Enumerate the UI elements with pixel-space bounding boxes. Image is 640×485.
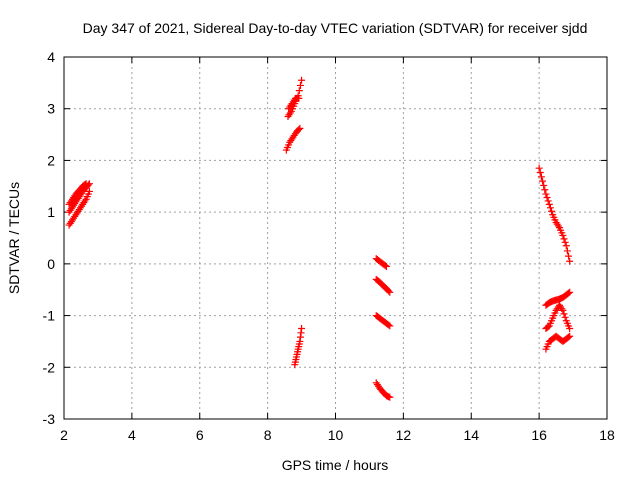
data-point-marker [540, 181, 548, 189]
data-point-marker [563, 247, 571, 255]
data-point-marker [560, 310, 568, 318]
plot-frame [63, 56, 608, 420]
x-tick-label: 10 [328, 427, 344, 443]
data-point-marker [385, 287, 393, 295]
data-point-marker [541, 186, 549, 194]
data-point-marker [559, 306, 567, 314]
x-tick-label: 16 [531, 427, 547, 443]
data-point-marker [381, 262, 389, 270]
series-arc-midday-2 [372, 275, 394, 296]
data-point-marker [81, 197, 89, 205]
series-arc-morning-3 [285, 94, 303, 113]
data-point-marker [566, 325, 574, 332]
x-tick-label: 12 [396, 427, 412, 443]
data-point-marker [295, 126, 303, 134]
data-point-marker [548, 207, 556, 215]
data-point-marker [296, 81, 304, 89]
data-point-marker [85, 187, 93, 195]
data-point-marker [565, 333, 573, 341]
data-point-marker [386, 288, 394, 296]
x-tick-label: 6 [196, 427, 204, 443]
data-point-marker [561, 238, 569, 246]
y-tick-label: 1 [47, 204, 55, 220]
data-point-marker [385, 321, 393, 329]
y-tick-label: -3 [43, 411, 56, 427]
data-point-marker [382, 262, 390, 270]
data-point-marker [537, 173, 545, 181]
data-point-marker [566, 257, 574, 265]
data-point-marker [386, 322, 394, 330]
series-arc-morning-1 [282, 124, 304, 154]
data-point-marker [566, 332, 574, 340]
data-point-marker [386, 393, 394, 401]
y-tick-label: 3 [47, 101, 55, 117]
data-point-marker [286, 109, 294, 117]
y-tick-label: -2 [43, 359, 56, 375]
data-point-marker [298, 76, 306, 84]
data-point-marker [543, 193, 551, 201]
x-tick-label: 2 [60, 427, 68, 443]
data-point-marker [544, 197, 552, 205]
x-tick-label: 4 [128, 427, 136, 443]
series-arc-evening-2 [542, 288, 574, 309]
series-arc-evening-4 [542, 332, 574, 353]
data-point-marker [562, 242, 570, 250]
data-point-marker [298, 325, 306, 332]
chart-title: Day 347 of 2021, Sidereal Day-to-day VTE… [83, 20, 588, 36]
data-point-marker [296, 124, 304, 132]
data-point-marker [565, 252, 573, 260]
data-point-marker [542, 190, 550, 198]
data-point-marker [565, 289, 573, 297]
data-point-marker [535, 164, 543, 172]
series-arc-midday-3 [372, 312, 394, 330]
series-arc-midday-1 [372, 255, 390, 270]
data-point-marker [554, 222, 562, 230]
series-arc-evening-1 [535, 164, 574, 265]
y-axis-label: SDTVAR / TECUs [6, 182, 22, 294]
series-arc-morning-4 [291, 325, 306, 369]
data-point-marker [82, 180, 90, 188]
series-arc-midday-4 [372, 379, 394, 401]
data-point-marker [295, 87, 303, 95]
data-point-marker [560, 235, 568, 243]
data-point-marker [559, 231, 567, 239]
y-tick-label: -1 [43, 308, 56, 324]
data-point-marker [561, 313, 569, 321]
data-point-marker [536, 168, 544, 176]
data-point-marker [545, 200, 553, 208]
grid-lines [64, 57, 607, 419]
series-arc-early-3 [65, 180, 90, 208]
data-point-marker [546, 204, 554, 212]
data-point-marker [558, 305, 566, 313]
x-tick-label: 14 [463, 427, 479, 443]
y-tick-label: 0 [47, 256, 55, 272]
series-arc-evening-3 [542, 301, 574, 332]
data-point-marker [566, 288, 574, 296]
data-point-marker [295, 94, 303, 102]
data-points [65, 76, 574, 401]
series-arc-early-1 [65, 187, 93, 229]
y-tick-label: 4 [47, 49, 55, 65]
x-tick-label: 18 [599, 427, 615, 443]
y-tick-label: 2 [47, 152, 55, 168]
data-point-marker [539, 177, 547, 185]
x-axis-label: GPS time / hours [282, 457, 389, 473]
x-tick-label: 8 [264, 427, 272, 443]
data-point-marker [81, 181, 89, 189]
